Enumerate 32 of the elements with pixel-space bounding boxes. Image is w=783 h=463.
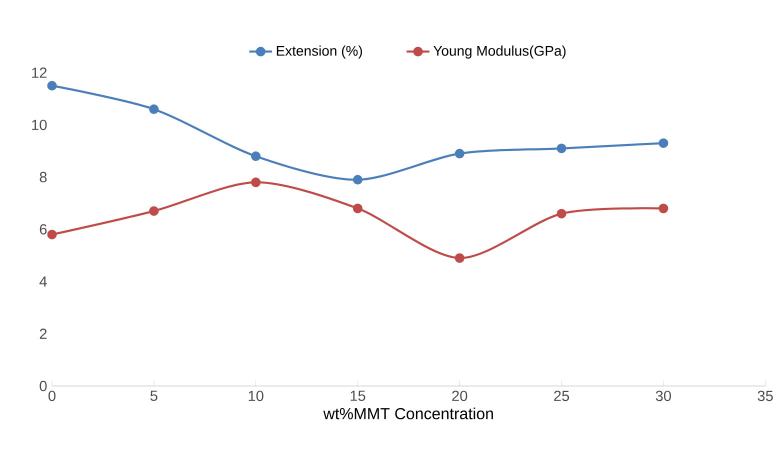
point xyxy=(149,206,159,216)
y-tick-label: 0 xyxy=(40,380,47,392)
x-tick-label: 5 xyxy=(150,390,158,401)
x-tick-label: 35 xyxy=(758,390,773,402)
x-tick-label: 20 xyxy=(452,390,468,402)
y-tick-label: 8 xyxy=(40,172,47,182)
point xyxy=(352,174,363,185)
point xyxy=(658,204,668,214)
point xyxy=(47,80,57,91)
point xyxy=(556,144,566,154)
x-tick-label: 15 xyxy=(350,390,366,401)
legend-label: Young Modulus(GPa) xyxy=(433,46,566,59)
x-tick-label: 10 xyxy=(248,390,264,402)
y-tick-label: 2 xyxy=(40,328,47,339)
x-tick-label: 25 xyxy=(554,390,570,402)
point xyxy=(47,230,57,240)
y-tick-label: 6 xyxy=(40,224,47,235)
y-tick-label: 4 xyxy=(39,276,47,287)
point xyxy=(251,151,261,162)
point xyxy=(454,253,464,263)
y-tick-label: 12 xyxy=(32,68,47,78)
legend-label: Extension (%) xyxy=(276,46,362,59)
point xyxy=(556,208,566,218)
point xyxy=(251,178,261,188)
point xyxy=(149,104,159,114)
point xyxy=(352,204,363,214)
x-tick-label: 30 xyxy=(656,390,671,402)
point xyxy=(454,148,464,158)
y-tick-label: 10 xyxy=(32,120,47,130)
x-tick-label: 0 xyxy=(48,390,56,402)
x-axis-title: wt%MMT Concentration xyxy=(323,408,493,420)
point xyxy=(658,138,668,148)
